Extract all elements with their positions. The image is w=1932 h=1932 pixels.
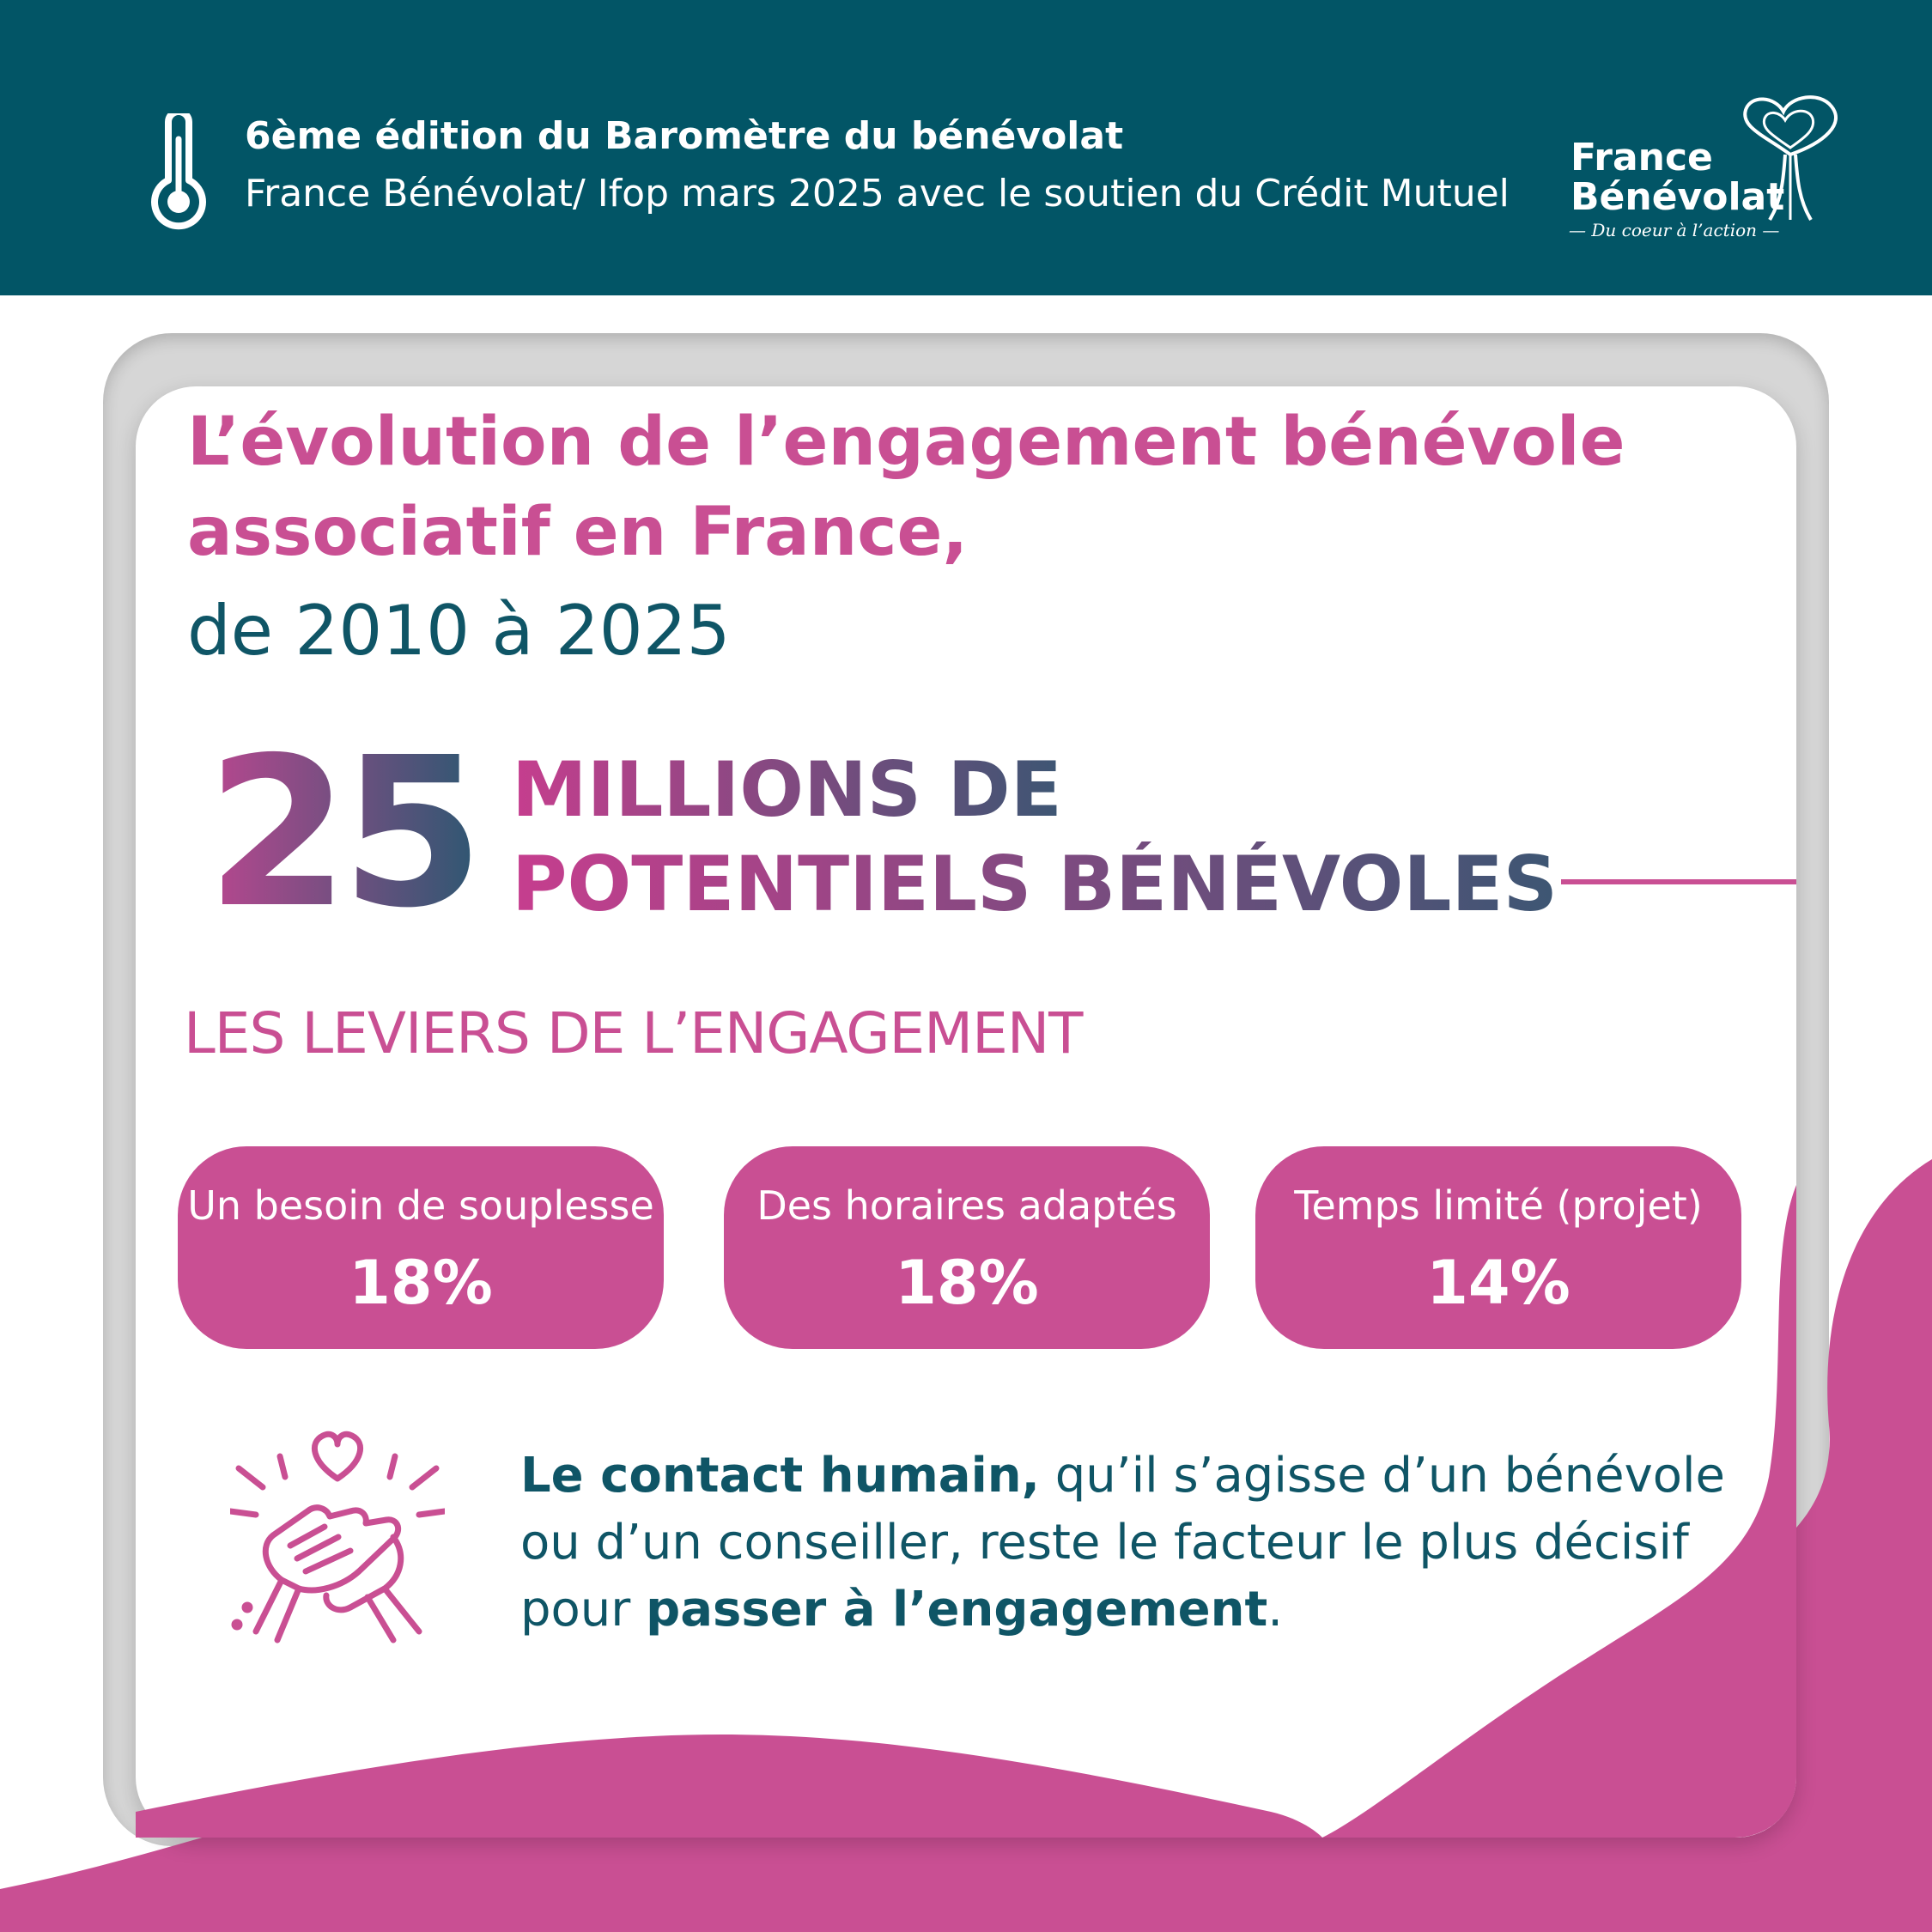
lever-card: Temps limité (projet) 14% [1255,1146,1741,1349]
heart-tree-logo-icon [1743,95,1838,222]
lever-label: Des horaires adaptés [756,1182,1177,1229]
contact-bold-2: passer à l’engagement [646,1582,1268,1637]
contact-paragraph: Le contact humain, qu’il s’agisse d’un b… [520,1443,1731,1643]
lever-value: 18% [895,1248,1039,1318]
big-number: 25 [206,713,484,953]
france-benevolat-logo: France Bénévolat — Du coeur à l’action — [1567,93,1859,247]
lever-label: Un besoin de souplesse [187,1182,654,1229]
logo-tagline: — Du coeur à l’action — [1569,220,1780,240]
contact-text: qu’il s’agisse d’un bénévole ou d’un con… [520,1448,1725,1637]
content-card [136,386,1796,1838]
header-edition: 6ème édition du Baromètre du bénévolat [245,114,1124,158]
handshake-heart-icon [230,1431,445,1643]
big-label-line2: POTENTIELS BÉNÉVOLES [512,840,1558,928]
contact-end: . [1267,1582,1284,1637]
logo-name-line2: Bénévolat [1571,175,1785,219]
big-label-line1: MILLIONS DE [512,745,1062,834]
title-line1: L’évolution de l’engagement bénévole [187,404,1625,481]
lever-card: Des horaires adaptés 18% [724,1146,1210,1349]
lever-card: Un besoin de souplesse 18% [178,1146,664,1349]
lever-value: 14% [1426,1248,1571,1318]
thermometer-icon [151,113,206,230]
header-source: France Bénévolat/ Ifop mars 2025 avec le… [245,172,1510,216]
title-line2: associatif en France, [187,494,969,571]
contact-bold-1: Le contact humain, [520,1448,1040,1504]
lever-value: 18% [349,1248,493,1318]
header-banner: 6ème édition du Baromètre du bénévolat F… [0,0,1932,295]
lever-label: Temps limité (projet) [1294,1182,1703,1229]
logo-name-line1: France [1571,136,1713,179]
section-title: LES LEVIERS DE L’ENGAGEMENT [184,1000,1083,1066]
accent-rule [1561,879,1796,884]
title-years: de 2010 à 2025 [187,591,731,671]
